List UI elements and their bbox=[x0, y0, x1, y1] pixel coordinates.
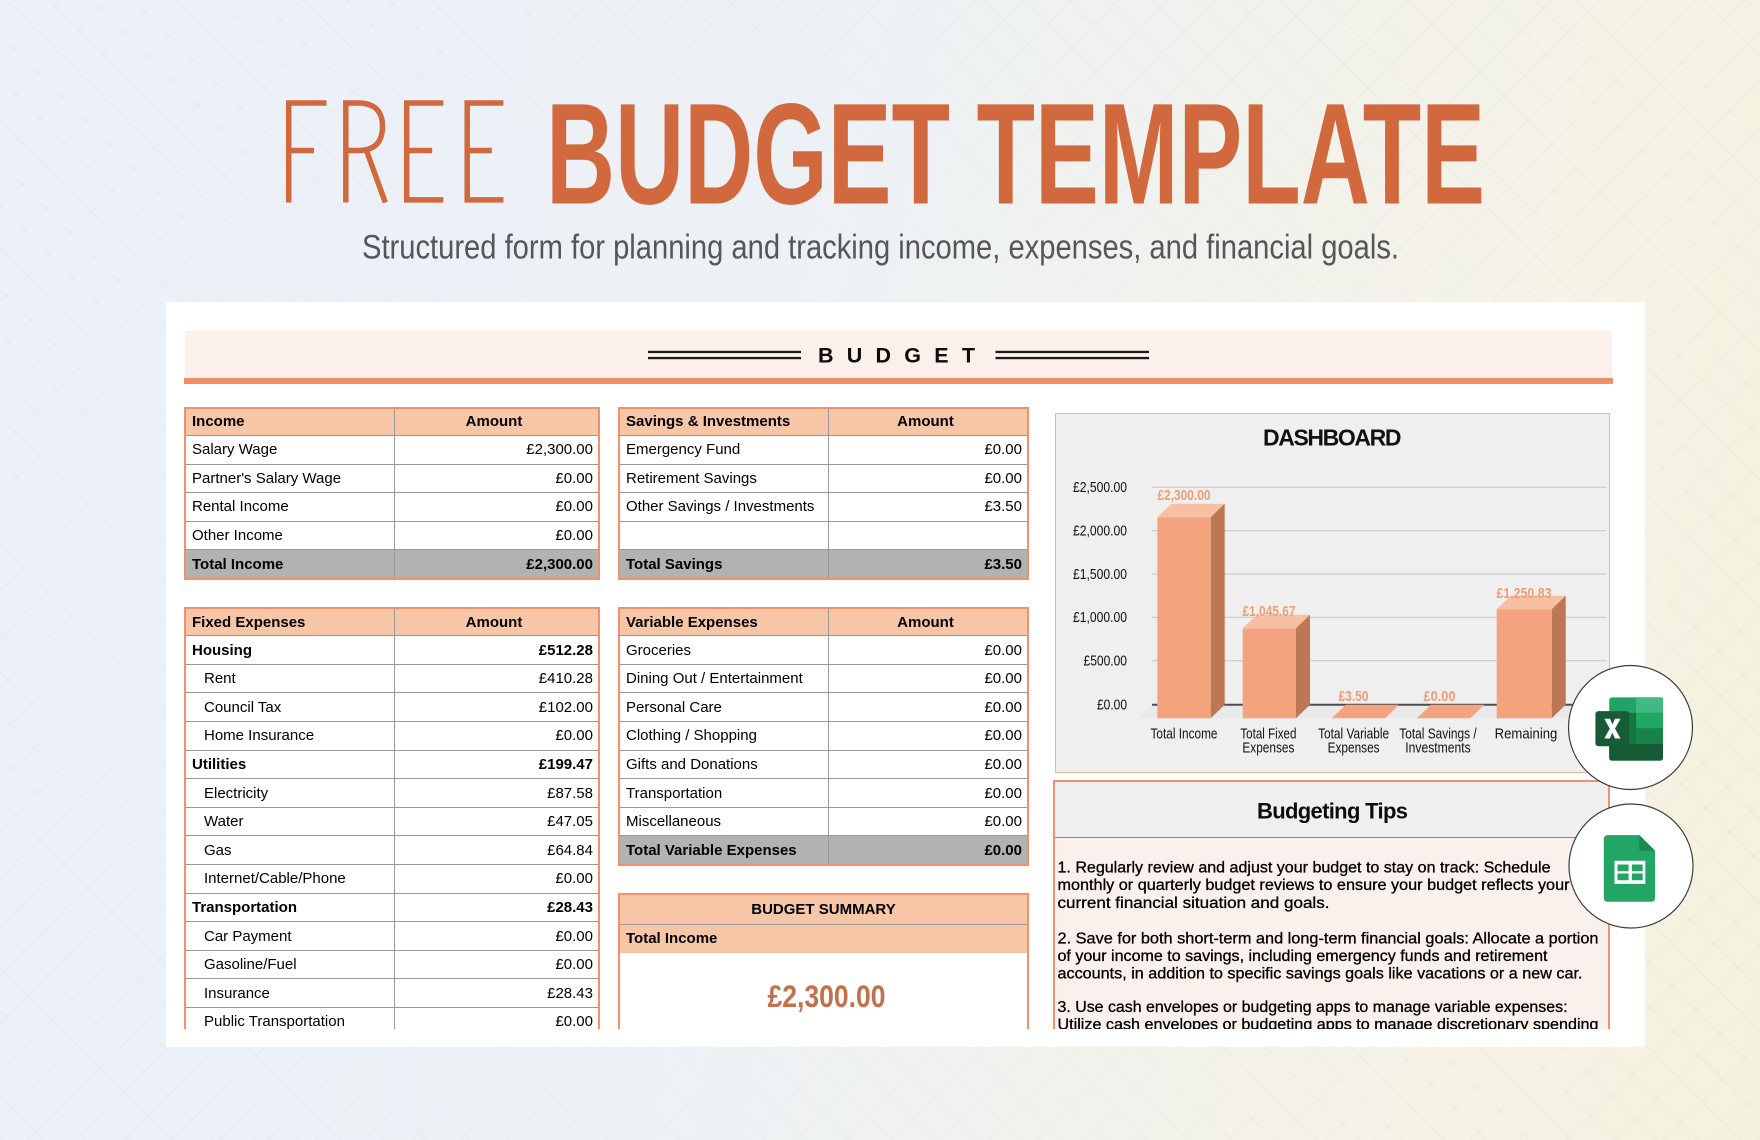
svg-text:£1,250.83: £1,250.83 bbox=[1497, 586, 1552, 602]
svg-text:1. Regularly review and adjust: 1. Regularly review and adjust your budg… bbox=[1057, 859, 1550, 876]
svg-text:£3.50: £3.50 bbox=[1339, 689, 1369, 705]
svg-text:Remaining: Remaining bbox=[1495, 727, 1558, 743]
svg-text:Expenses: Expenses bbox=[1242, 741, 1294, 757]
svg-text:BUDGET: BUDGET bbox=[818, 344, 975, 368]
svg-text:£2,300.00: £2,300.00 bbox=[1158, 488, 1211, 504]
svg-text:£0.00: £0.00 bbox=[1097, 698, 1127, 714]
svg-text:£0.00: £0.00 bbox=[1424, 689, 1456, 705]
svg-text:Structured form for planning a: Structured form for planning and trackin… bbox=[362, 229, 1399, 267]
svg-text:DASHBOARD: DASHBOARD bbox=[1263, 425, 1402, 451]
svg-text:Expenses: Expenses bbox=[1328, 741, 1380, 757]
svg-text:£500.00: £500.00 bbox=[1084, 654, 1128, 670]
svg-text:£2,500.00: £2,500.00 bbox=[1073, 480, 1127, 496]
svg-text:Investments: Investments bbox=[1405, 741, 1470, 757]
svg-text:3. Use cash envelopes or budge: 3. Use cash envelopes or budgeting apps … bbox=[1057, 999, 1567, 1016]
svg-text:£1,500.00: £1,500.00 bbox=[1073, 567, 1127, 583]
svg-text:£2,000.00: £2,000.00 bbox=[1073, 524, 1127, 540]
svg-text:£2,300.00: £2,300.00 bbox=[768, 978, 886, 1014]
svg-text:Total Fixed: Total Fixed bbox=[1240, 727, 1296, 743]
svg-text:Budgeting Tips: Budgeting Tips bbox=[1257, 798, 1408, 823]
svg-text:2. Save for both short-term an: 2. Save for both short-term and long-ter… bbox=[1057, 930, 1598, 947]
svg-text:Total Income: Total Income bbox=[1151, 727, 1218, 743]
svg-text:Utilize cash envelopes or budg: Utilize cash envelopes or budgeting apps… bbox=[1057, 1016, 1598, 1029]
svg-text:accounts, in addition to speci: accounts, in addition to specific saving… bbox=[1057, 965, 1582, 982]
svg-text:current financial situation an: current financial situation and goals. bbox=[1057, 894, 1329, 911]
svg-text:Total Savings /: Total Savings / bbox=[1399, 727, 1477, 743]
svg-text:monthly or quarterly budget re: monthly or quarterly budget reviews to e… bbox=[1057, 877, 1569, 894]
svg-text:BUDGET TEMPLATE: BUDGET TEMPLATE bbox=[546, 74, 1485, 235]
svg-text:£1,000.00: £1,000.00 bbox=[1073, 610, 1127, 626]
svg-text:of your income to savings, inc: of your income to savings, including eme… bbox=[1057, 948, 1548, 965]
svg-text:Total Variable: Total Variable bbox=[1318, 727, 1389, 743]
svg-text:£1,045.67: £1,045.67 bbox=[1243, 604, 1296, 620]
